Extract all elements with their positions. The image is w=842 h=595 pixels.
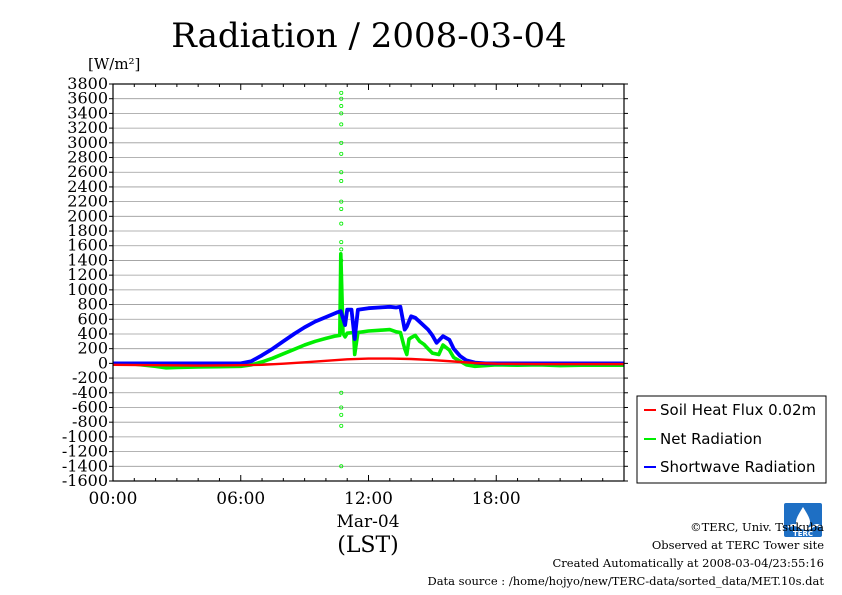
y-axis-ticks: 3800360034003200300028002600240022002000… xyxy=(62,74,628,490)
y-tick-label: -200 xyxy=(72,368,108,387)
spike-point xyxy=(339,170,344,175)
y-tick-label: 2800 xyxy=(67,148,108,167)
spike-point xyxy=(339,405,344,410)
y-tick-label: 600 xyxy=(77,309,108,328)
net-radiation-spike-points xyxy=(339,90,344,469)
y-tick-label: 3600 xyxy=(67,89,108,108)
x-tick-label: 12:00 xyxy=(344,489,393,509)
plot-frame xyxy=(112,83,625,482)
x-tick-label: 06:00 xyxy=(216,489,265,509)
grid-lines xyxy=(113,83,624,482)
y-tick-label: 0 xyxy=(98,353,108,372)
series-line-shortwave xyxy=(113,304,624,366)
spike-point xyxy=(339,284,344,289)
spike-point xyxy=(339,151,344,156)
y-tick-label: 2000 xyxy=(67,206,108,225)
y-tick-label: 2400 xyxy=(67,177,108,196)
y-tick-label: 3200 xyxy=(67,118,108,137)
series-lines xyxy=(112,252,624,370)
y-tick-label: 3400 xyxy=(67,103,108,122)
y-tick-label: -400 xyxy=(72,383,108,402)
spike-point xyxy=(339,199,344,204)
y-tick-label: 3800 xyxy=(67,74,108,93)
y-tick-label: -600 xyxy=(72,397,108,416)
legend: Soil Heat Flux 0.02m Net Radiation Short… xyxy=(636,395,827,484)
y-tick-label: -1600 xyxy=(62,471,108,490)
credit-observed: Observed at TERC Tower site xyxy=(651,538,824,552)
series-line-soil-heat-flux xyxy=(112,357,624,367)
x-axis-date-label: Mar-04 xyxy=(336,512,399,532)
spike-point xyxy=(339,247,344,252)
chart-title: Radiation / 2008-03-04 xyxy=(171,16,567,56)
y-tick-label: 2200 xyxy=(67,192,108,211)
legend-label-shortwave: Shortwave Radiation xyxy=(660,458,816,476)
spike-point xyxy=(339,423,344,428)
spike-point xyxy=(339,140,344,145)
y-tick-label: 3000 xyxy=(67,133,108,152)
credit-created: Created Automatically at 2008-03-04/23:5… xyxy=(552,556,825,570)
series-line-net-radiation xyxy=(112,252,624,370)
legend-label-net: Net Radiation xyxy=(660,430,762,448)
y-tick-label: -1000 xyxy=(62,427,108,446)
y-axis-unit: [W/m²] xyxy=(88,55,140,73)
y-tick-label: 1400 xyxy=(67,250,108,269)
y-tick-label: 800 xyxy=(77,295,108,314)
y-tick-label: 1000 xyxy=(67,280,108,299)
legend-label-soil: Soil Heat Flux 0.02m xyxy=(660,401,816,419)
y-tick-label: 1800 xyxy=(67,221,108,240)
y-tick-label: -1200 xyxy=(62,442,108,461)
spike-point xyxy=(339,96,344,101)
y-tick-label: -1400 xyxy=(62,456,108,475)
spike-point xyxy=(339,390,344,395)
spike-point xyxy=(339,258,344,263)
spike-point xyxy=(339,412,344,417)
y-tick-label: -800 xyxy=(72,412,108,431)
y-tick-label: 1600 xyxy=(67,236,108,255)
credit-source: Data source : /home/hojyo/new/TERC-data/… xyxy=(427,574,824,588)
spike-point xyxy=(339,111,344,116)
y-tick-label: 2600 xyxy=(67,162,108,181)
spike-point xyxy=(339,90,344,95)
x-axis-unit-label: (LST) xyxy=(337,533,399,558)
logo-text: TERC xyxy=(793,530,813,538)
y-tick-label: 1200 xyxy=(67,265,108,284)
y-tick-label: 400 xyxy=(77,324,108,343)
spike-point xyxy=(339,464,344,469)
x-tick-label: 18:00 xyxy=(472,489,521,509)
spike-point xyxy=(339,206,344,211)
spike-point xyxy=(339,273,344,278)
y-tick-label: 200 xyxy=(77,339,108,358)
terc-logo: TERC xyxy=(784,503,822,538)
spike-point xyxy=(339,179,344,184)
spike-point xyxy=(339,104,344,109)
x-axis-ticks: 00:00 06:00 12:00 18:00 xyxy=(89,84,625,509)
spike-point xyxy=(339,240,344,245)
x-tick-label: 00:00 xyxy=(89,489,138,509)
spike-point xyxy=(339,122,344,127)
credit-copyright: ©TERC, Univ. Tsukuba xyxy=(690,520,824,534)
spike-point xyxy=(339,221,344,226)
